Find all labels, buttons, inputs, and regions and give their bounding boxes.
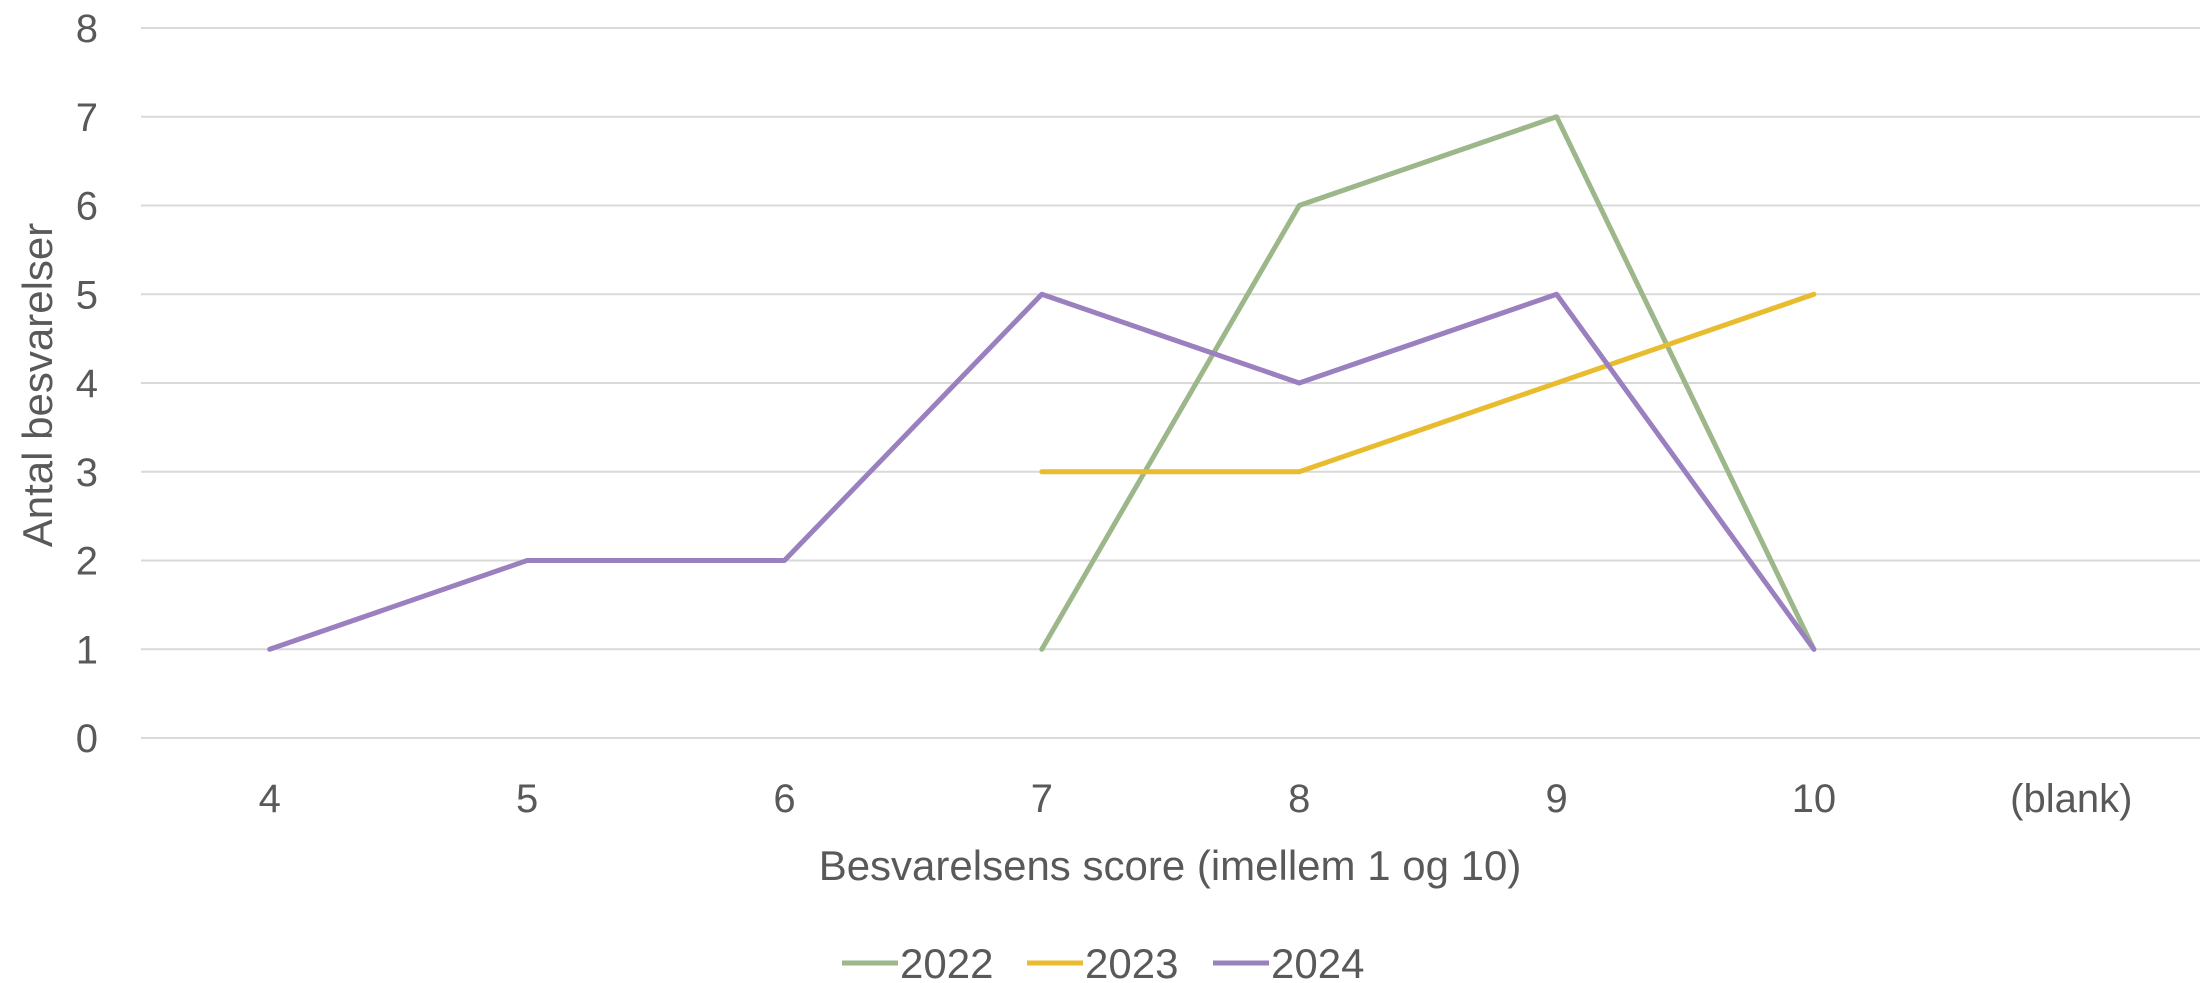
x-tick-label: 9 — [1545, 777, 1567, 821]
series-line-2023 — [1039, 291, 1817, 475]
y-tick-label: 2 — [76, 540, 98, 584]
gridlines — [141, 27, 2200, 739]
series-lines — [267, 114, 1817, 652]
y-tick-label: 1 — [76, 628, 98, 672]
legend-label-2024: 2024 — [1271, 940, 1364, 983]
x-tick-label: 4 — [259, 777, 281, 821]
y-tick-label: 0 — [76, 717, 98, 761]
legend: 2022 2023 2024 — [842, 940, 1364, 983]
x-tick-label: 8 — [1288, 777, 1310, 821]
x-tick-label: 7 — [1031, 777, 1053, 821]
y-tick-label: 3 — [76, 451, 98, 495]
y-axis-title: Antal besvarelser — [14, 223, 61, 548]
x-tick-label: 5 — [516, 777, 538, 821]
legend-label-2022: 2022 — [900, 940, 993, 983]
legend-label-2023: 2023 — [1085, 940, 1178, 983]
y-axis-ticks: 0 1 2 3 4 5 6 7 8 — [76, 7, 98, 761]
x-axis-title: Besvarelsens score (imellem 1 og 10) — [819, 842, 1522, 889]
x-tick-label: (blank) — [2010, 777, 2132, 821]
y-tick-label: 6 — [76, 185, 98, 229]
y-tick-label: 5 — [76, 273, 98, 317]
series-line-2024 — [267, 291, 1817, 652]
x-tick-label: 6 — [773, 777, 795, 821]
y-tick-label: 8 — [76, 7, 98, 51]
series-line-2022 — [1039, 114, 1817, 652]
x-axis-ticks: 4 5 6 7 8 9 10 (blank) — [259, 777, 2133, 821]
y-tick-label: 7 — [76, 96, 98, 140]
x-tick-label: 10 — [1792, 777, 1837, 821]
y-tick-label: 4 — [76, 362, 98, 406]
